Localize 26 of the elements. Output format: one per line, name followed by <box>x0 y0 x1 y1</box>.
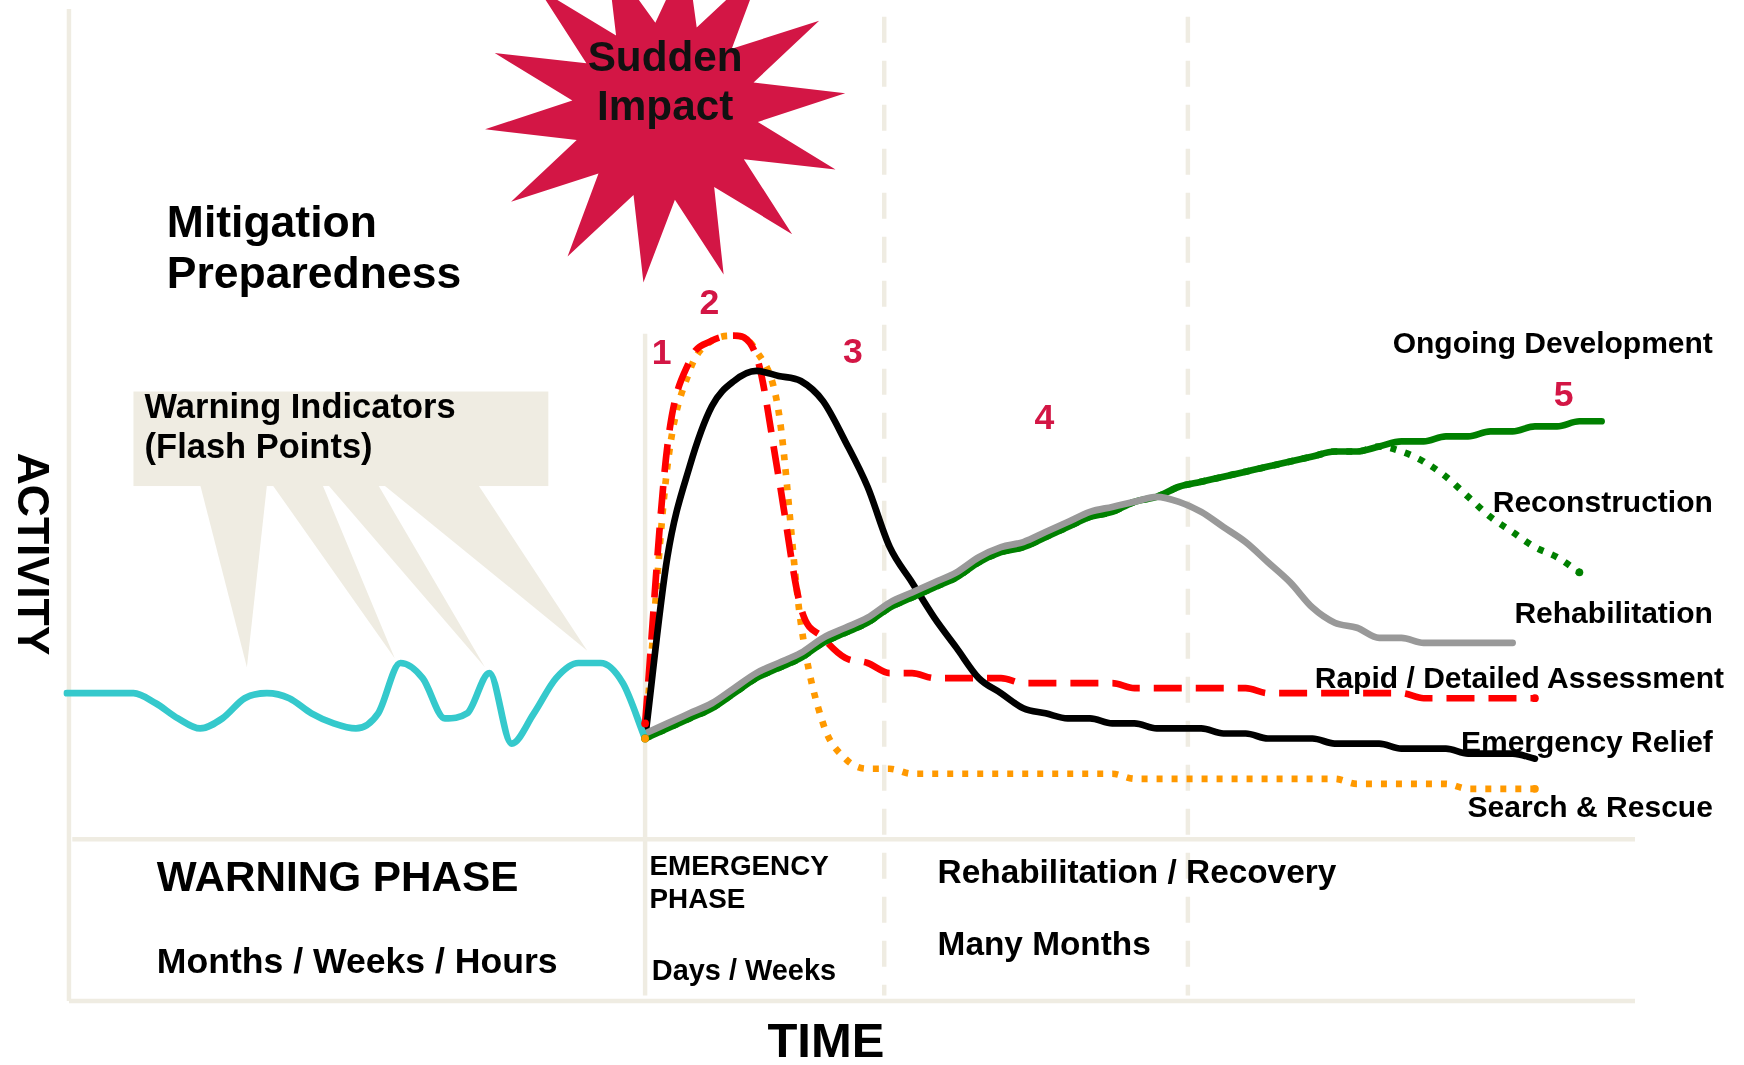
text: Ongoing Development <box>1392 326 1713 360</box>
annotation: 5 <box>1553 373 1574 415</box>
series-label: Rehabilitation <box>1514 596 1713 630</box>
x-axis-title: TIME <box>767 1012 885 1065</box>
series-label: Search & Rescue <box>1467 789 1713 823</box>
text: Months / Weeks / Hours <box>156 940 558 982</box>
text: Mitigation Preparedness <box>166 195 463 299</box>
series-label: Rapid / Detailed Assessment <box>1314 660 1724 694</box>
series-label: Emergency Relief <box>1460 725 1714 759</box>
series-label: Reconstruction <box>1492 485 1713 519</box>
text: WARNING PHASE <box>156 853 519 902</box>
text: Days / Weeks <box>651 953 837 988</box>
point <box>641 719 649 728</box>
text: Rehabilitation / Recovery <box>937 853 1337 892</box>
annotation: Warning Indicators (Flash Points) <box>144 387 457 467</box>
annotation: 4 <box>1034 397 1055 438</box>
point <box>1575 568 1584 577</box>
text: Sudden Impact <box>586 33 744 131</box>
annotation: 3 <box>843 330 863 372</box>
annotation: 1 <box>651 331 672 373</box>
point <box>1531 784 1539 793</box>
point <box>1531 694 1539 703</box>
y-axis-title: ACTIVITY <box>7 452 59 656</box>
text: EMERGENCY PHASE <box>649 849 830 914</box>
text: 2 <box>699 281 720 323</box>
text: Many Months <box>937 925 1151 964</box>
